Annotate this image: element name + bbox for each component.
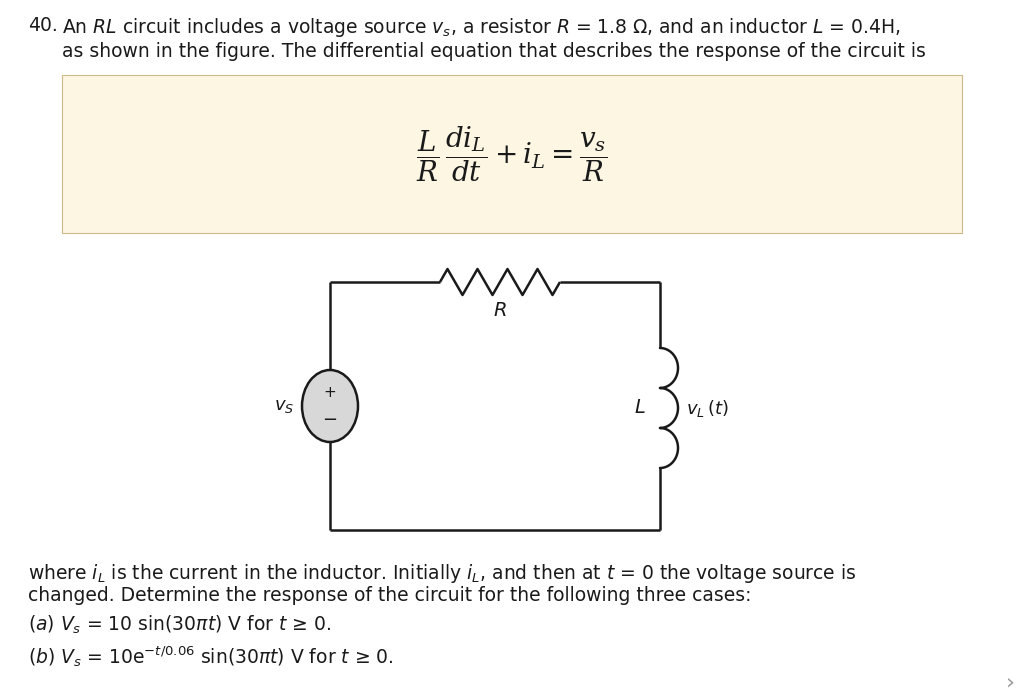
Text: changed. Determine the response of the circuit for the following three cases:: changed. Determine the response of the c…: [28, 586, 752, 605]
Text: ›: ›: [1006, 672, 1015, 692]
Text: $v_L\,(t)$: $v_L\,(t)$: [686, 398, 729, 418]
Text: as shown in the figure. The differential equation that describes the response of: as shown in the figure. The differential…: [62, 42, 926, 61]
Text: $\dfrac{L}{R}\,\dfrac{di_L}{dt} + i_L = \dfrac{v_s}{R}$: $\dfrac{L}{R}\,\dfrac{di_L}{dt} + i_L = …: [417, 124, 607, 184]
Ellipse shape: [302, 370, 358, 442]
Text: $L$: $L$: [634, 399, 646, 417]
Text: An $\mathit{RL}$ circuit includes a voltage source $v_s$, a resistor $R$ = 1.8 Ω: An $\mathit{RL}$ circuit includes a volt…: [62, 16, 901, 39]
Text: where $i_L$ is the current in the inductor. Initially $i_L$, and then at $t$ = 0: where $i_L$ is the current in the induct…: [28, 562, 857, 585]
Text: $R$: $R$: [494, 302, 507, 320]
Text: +: +: [324, 384, 336, 400]
Text: $(b)$ $V_s$ = 10e$^{-t/0.06}$ sin(30$\pi t$) V for $t$ ≥ 0.: $(b)$ $V_s$ = 10e$^{-t/0.06}$ sin(30$\pi…: [28, 644, 393, 669]
Text: −: −: [323, 411, 338, 429]
Text: $v_S$: $v_S$: [273, 397, 294, 415]
Bar: [62, 75, 962, 233]
Text: $(a)$ $V_s$ = 10 sin(30$\pi t$) V for $t$ ≥ 0.: $(a)$ $V_s$ = 10 sin(30$\pi t$) V for $t…: [28, 614, 331, 636]
Text: 40.: 40.: [28, 16, 57, 35]
